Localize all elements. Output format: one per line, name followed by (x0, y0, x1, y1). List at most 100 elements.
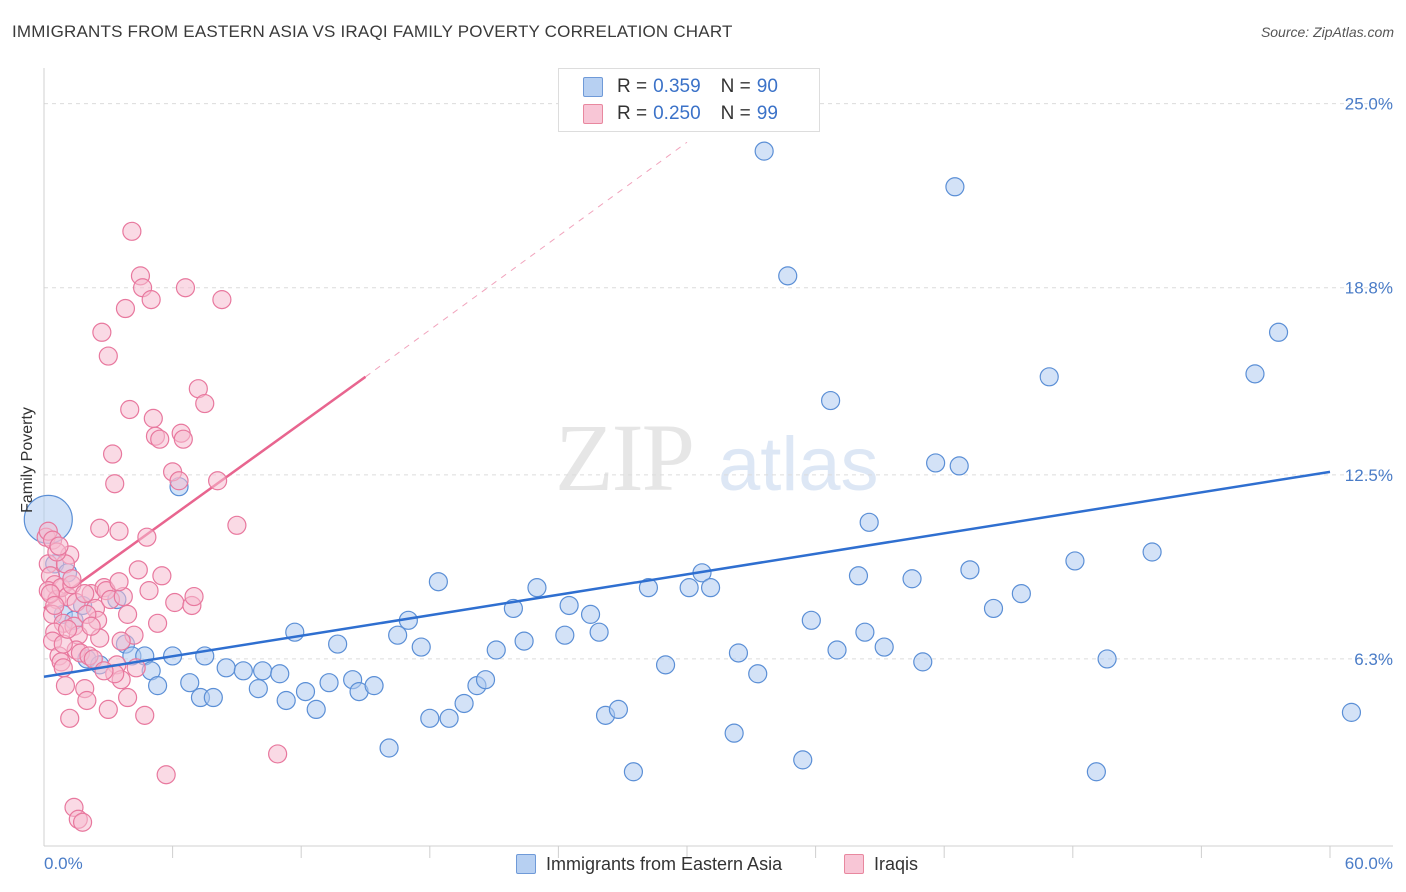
scatter-point (150, 429, 170, 449)
scatter-point (1341, 702, 1362, 722)
scatter-point (874, 637, 894, 657)
scatter-point (57, 619, 78, 639)
legend-r-value: 0.359 (653, 76, 701, 97)
scatter-point (117, 687, 138, 708)
axes (43, 68, 1393, 847)
scatter-point (208, 471, 228, 491)
scatter-point (1245, 364, 1265, 384)
trend-eastern-asia (43, 470, 1331, 678)
legend-r-label: R = (617, 76, 648, 97)
scatter-point (115, 298, 136, 319)
scatter-point (122, 221, 142, 241)
scatter-point (60, 708, 80, 728)
scatter-point (514, 631, 534, 651)
scatter-point (748, 664, 768, 684)
scatter-point (203, 687, 223, 708)
scatter-point (454, 693, 474, 714)
scatter-point (98, 699, 118, 720)
scatter-point (411, 637, 431, 657)
bottom-legend-label: Iraqis (874, 853, 919, 874)
scatter-point (75, 583, 95, 604)
scatter-point (90, 518, 110, 538)
legend-n-label: N = (720, 76, 751, 97)
scatter-point (233, 661, 253, 681)
points-iraqis (36, 221, 288, 832)
scatter-point (94, 661, 114, 681)
scatter-point (983, 598, 1004, 619)
scatter-point (945, 177, 965, 197)
scatter-point (1011, 583, 1031, 604)
scatter-point (439, 708, 459, 728)
scatter-point (156, 765, 176, 785)
scatter-point (270, 664, 290, 684)
y-tick-label: 25.0% (1345, 95, 1393, 114)
scatter-point (184, 586, 204, 607)
scatter-point (827, 640, 847, 660)
scatter-point (555, 625, 575, 645)
scatter-point (960, 560, 980, 580)
scatter-point (475, 670, 496, 690)
x-ticks (172, 846, 1331, 858)
watermark-zip: ZIP (555, 404, 693, 511)
scatter-point (778, 266, 798, 286)
scatter-point (227, 515, 247, 535)
scatter-point (137, 527, 157, 547)
scatter-point (135, 705, 155, 725)
scatter-point (848, 566, 869, 586)
y-axis-label: Family Poverty (19, 407, 36, 513)
scatter-point (608, 699, 629, 720)
y-tick-labels: 6.3% 12.5% 18.8% 25.0% (1345, 95, 1393, 669)
scatter-point (173, 429, 193, 449)
scatter-point (503, 598, 523, 619)
scatter-point (212, 290, 232, 310)
watermark-atlas: atlas (718, 422, 879, 507)
scatter-point (913, 652, 933, 672)
scatter-point (139, 581, 159, 601)
scatter-point (638, 578, 659, 598)
scatter-point (388, 625, 408, 645)
legend-r-value: 0.250 (653, 103, 701, 124)
scatter-point (175, 278, 196, 298)
scatter-point (580, 604, 601, 624)
scatter-point (623, 762, 644, 782)
scatter-point (306, 699, 326, 720)
scatter-point (527, 578, 547, 598)
scatter-point (62, 569, 82, 589)
scatter-point (1142, 542, 1162, 562)
scatter-point (147, 613, 168, 633)
scatter-point (105, 474, 125, 494)
scatter-point (111, 631, 131, 651)
y-tick-label: 6.3% (1354, 650, 1393, 669)
scatter-point (655, 655, 676, 675)
gridlines (44, 103, 1393, 660)
scatter-point (195, 393, 215, 414)
scatter-point (1086, 762, 1106, 782)
trend-line-pink (43, 375, 367, 610)
scatter-point (420, 708, 440, 728)
scatter-point (754, 141, 774, 161)
scatter-point (152, 566, 172, 586)
scatter-point (180, 673, 200, 693)
watermark: ZIP atlas (555, 404, 879, 511)
scatter-point (109, 572, 129, 592)
scatter-point (859, 512, 879, 532)
scatter-point (55, 676, 76, 696)
scatter-point (72, 812, 93, 832)
scatter-point (295, 681, 316, 702)
scatter-point (793, 750, 813, 770)
scatter-point (128, 560, 148, 580)
scatter-point (1097, 649, 1117, 669)
scatter-point (855, 622, 875, 642)
legend-r-label: R = (617, 103, 648, 124)
scatter-point (102, 444, 123, 464)
x-tick-label-0: 0.0% (44, 854, 83, 873)
scatter-point (248, 679, 268, 699)
scatter-point (109, 521, 129, 541)
scatter-point (216, 658, 236, 678)
scatter-point (1268, 322, 1289, 342)
scatter-point (724, 723, 744, 743)
x-tick-label-60: 60.0% (1345, 854, 1393, 873)
scatter-point (949, 456, 969, 476)
legend-box: R = 0.359 N = 90 R = 0.250 N = 99 (558, 68, 820, 132)
